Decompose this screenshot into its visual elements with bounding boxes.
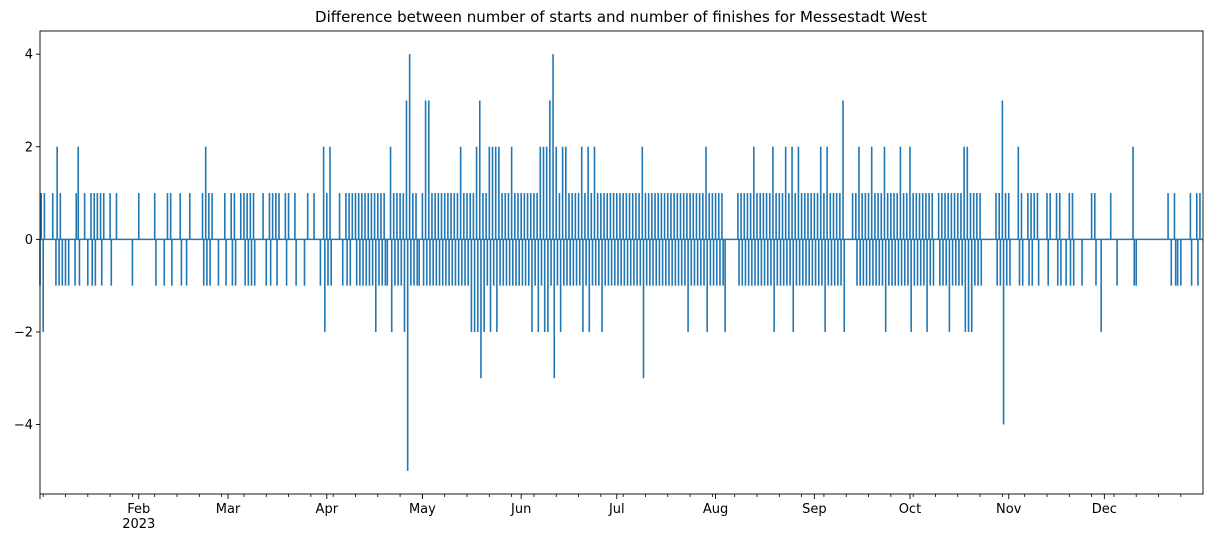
chart-title: Difference between number of starts and … bbox=[315, 8, 927, 26]
x-tick-label: Mar bbox=[216, 502, 241, 517]
x-tick-label: Jul bbox=[608, 502, 625, 517]
x-tick-label: Jun bbox=[510, 502, 531, 517]
y-tick-label: 2 bbox=[25, 140, 33, 155]
y-tick-label: −2 bbox=[14, 325, 33, 340]
x-tick-label: Sep bbox=[802, 502, 827, 517]
x-tick-label: Feb bbox=[127, 502, 150, 517]
x-tick-label: Nov bbox=[996, 502, 1022, 517]
x-tick-label: Dec bbox=[1092, 502, 1117, 517]
y-tick-label: 0 bbox=[25, 233, 33, 248]
x-tick-label: May bbox=[409, 502, 436, 517]
x-tick-label: Oct bbox=[899, 502, 921, 517]
x-tick-label: Aug bbox=[703, 502, 728, 517]
y-tick-label: −4 bbox=[14, 418, 33, 433]
x-tick-sublabel: 2023 bbox=[122, 517, 155, 532]
x-tick-label: Apr bbox=[316, 502, 339, 517]
series-layer bbox=[40, 54, 1203, 471]
y-tick-label: 4 bbox=[25, 48, 33, 63]
